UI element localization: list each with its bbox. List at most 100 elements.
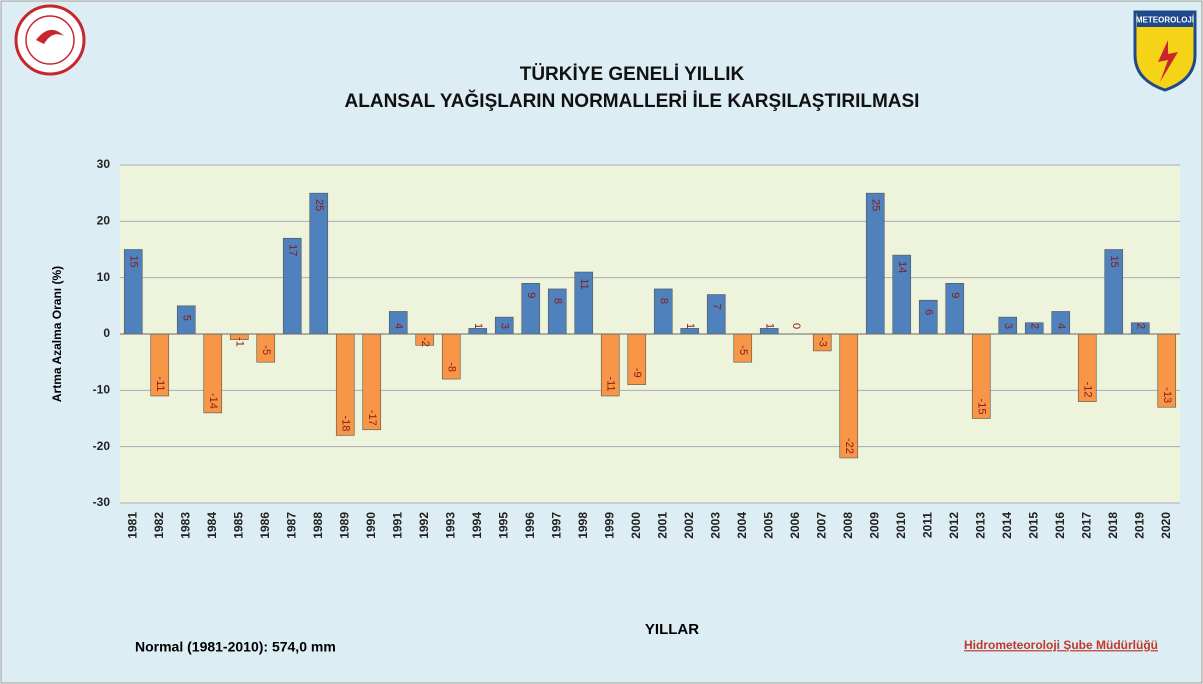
value-label: -8	[445, 362, 457, 372]
value-label: -1	[233, 337, 245, 347]
value-label: 9	[949, 292, 961, 298]
value-label: 15	[1108, 255, 1120, 267]
bar	[759, 328, 779, 335]
y-tick-label: -20	[93, 439, 111, 453]
x-tick-label: 1985	[231, 512, 245, 539]
y-tick-label: -30	[93, 495, 111, 509]
x-tick-label: 2007	[814, 512, 828, 539]
x-tick-label: 2012	[947, 512, 961, 539]
x-tick-label: 1989	[337, 512, 351, 539]
value-label: 0	[790, 323, 802, 329]
x-tick-label: 1983	[178, 512, 192, 539]
value-label: -14	[207, 393, 219, 409]
value-label: -5	[260, 345, 272, 355]
x-tick-label: 2019	[1132, 512, 1146, 539]
x-tick-label: 2010	[894, 512, 908, 539]
x-tick-label: 2016	[1053, 512, 1067, 539]
bar	[706, 294, 726, 335]
x-tick-label: 2017	[1079, 512, 1093, 539]
x-tick-label: 1990	[364, 512, 378, 539]
value-label: -5	[737, 345, 749, 355]
value-label: -9	[631, 368, 643, 378]
chart-title: ALANSAL YAĞIŞLARIN NORMALLERİ İLE KARŞIL…	[345, 90, 920, 112]
y-tick-label: 0	[103, 326, 110, 340]
value-label: -3	[816, 337, 828, 347]
value-label: 4	[392, 323, 404, 329]
x-tick-label: 1998	[576, 512, 590, 539]
x-tick-label: 1992	[417, 512, 431, 539]
value-label: 9	[525, 292, 537, 298]
value-label: 8	[551, 298, 563, 304]
x-tick-label: 1982	[152, 512, 166, 539]
credit: Hidrometeoroloji Şube Müdürlüğü	[964, 638, 1158, 652]
value-label: 25	[869, 199, 881, 211]
x-tick-label: 2001	[655, 512, 669, 539]
x-tick-label: 1994	[470, 512, 484, 539]
value-label: 6	[922, 309, 934, 315]
value-label: -2	[419, 337, 431, 347]
x-tick-label: 1981	[125, 512, 139, 539]
value-label: -12	[1081, 382, 1093, 398]
value-label: 11	[578, 278, 590, 289]
x-tick-label: 1987	[284, 512, 298, 539]
x-axis-label: YILLAR	[645, 621, 699, 638]
y-tick-label: 30	[97, 157, 111, 171]
x-tick-label: 2004	[735, 512, 749, 539]
x-tick-label: 2020	[1159, 512, 1173, 539]
y-tick-label: -10	[93, 383, 111, 397]
value-label: 17	[286, 244, 298, 256]
bar	[309, 192, 329, 335]
value-label: 14	[896, 261, 908, 273]
value-label: 4	[1055, 323, 1067, 329]
x-tick-label: 2003	[708, 512, 722, 539]
value-label: 8	[657, 298, 669, 304]
x-tick-label: 1995	[496, 512, 510, 539]
x-tick-label: 2018	[1106, 512, 1120, 539]
x-tick-label: 1984	[205, 512, 219, 539]
value-label: 3	[498, 323, 510, 329]
value-label: -15	[975, 399, 987, 415]
bar	[945, 282, 965, 335]
x-tick-label: 1996	[523, 512, 537, 539]
value-label: -11	[604, 376, 616, 391]
x-tick-label: 2013	[973, 512, 987, 539]
value-label: 5	[180, 315, 192, 321]
value-label: 2	[1028, 323, 1040, 329]
y-tick-label: 10	[97, 270, 111, 284]
value-label: -17	[366, 410, 378, 426]
bar	[547, 288, 567, 335]
chart-title: TÜRKİYE GENELİ YILLIK	[520, 64, 745, 85]
bar	[521, 282, 541, 335]
value-label: 1	[472, 323, 484, 329]
value-label: 15	[127, 255, 139, 267]
bar	[918, 299, 938, 335]
bar	[441, 333, 461, 380]
value-label: 3	[1002, 323, 1014, 329]
logo-text: METEOROLOJİ	[1136, 16, 1194, 25]
value-label: -13	[1161, 387, 1173, 403]
bar	[865, 192, 885, 335]
bar	[468, 328, 488, 335]
bar	[680, 328, 700, 335]
x-tick-label: 1997	[549, 512, 563, 539]
x-tick-label: 2015	[1026, 512, 1040, 539]
x-tick-label: 2009	[867, 512, 881, 539]
value-label: 7	[710, 304, 722, 310]
value-label: -11	[154, 376, 166, 391]
note: Normal (1981-2010): 574,0 mm	[135, 639, 336, 655]
value-label: 1	[763, 323, 775, 329]
value-label: 25	[313, 199, 325, 211]
value-label: -22	[843, 438, 855, 454]
value-label: 2	[1134, 323, 1146, 329]
x-tick-label: 1991	[390, 512, 404, 539]
x-tick-label: 1999	[602, 512, 616, 539]
value-label: 1	[684, 323, 696, 329]
x-tick-label: 2008	[841, 512, 855, 539]
x-tick-label: 1993	[443, 512, 457, 539]
left-logo	[14, 4, 86, 76]
x-tick-label: 1988	[311, 512, 325, 539]
x-tick-label: 2006	[788, 512, 802, 539]
y-tick-label: 20	[97, 214, 111, 228]
